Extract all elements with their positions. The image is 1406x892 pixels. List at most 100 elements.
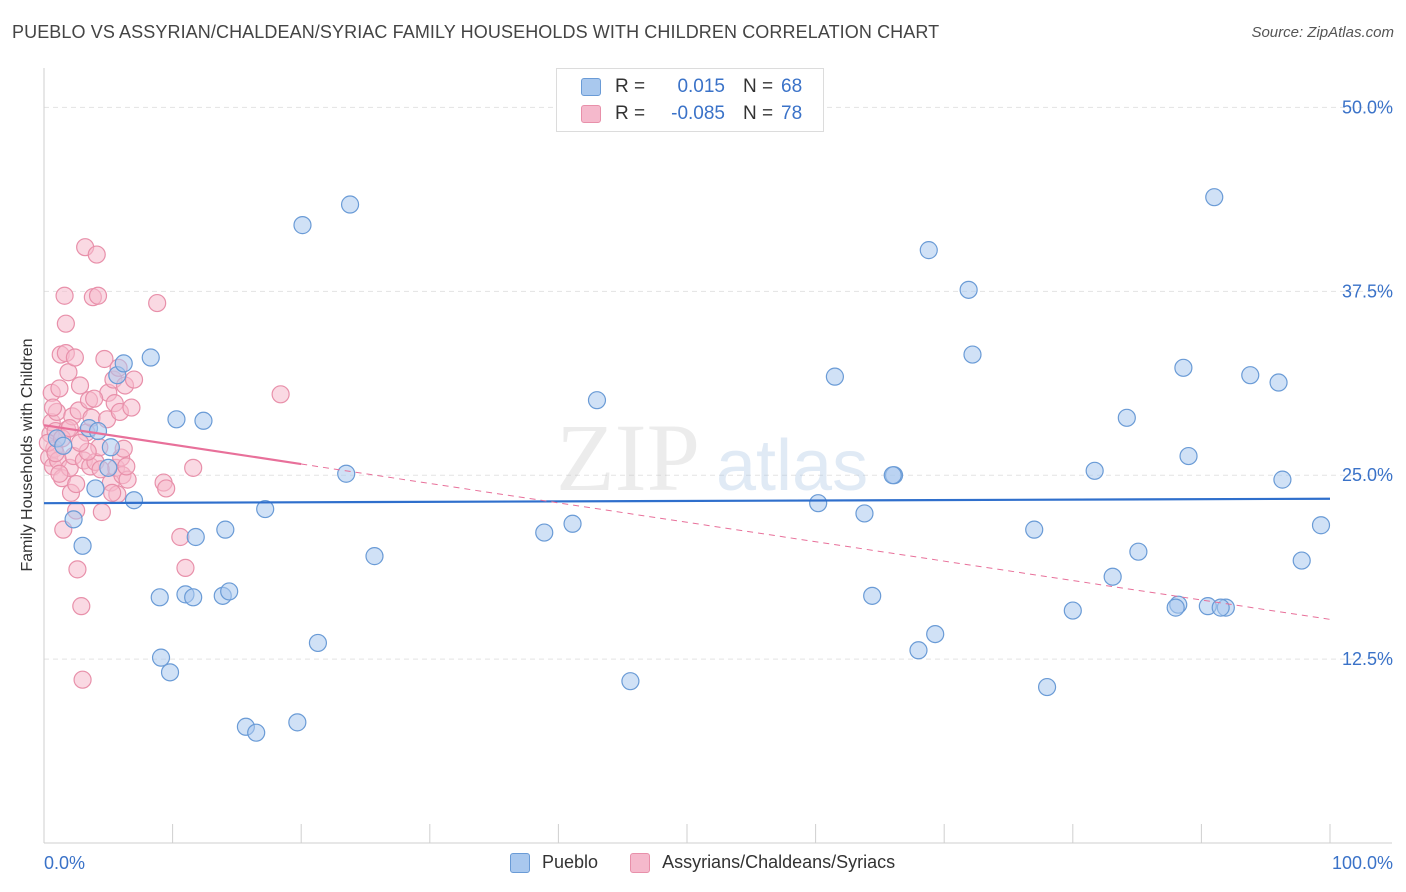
series-legend: Pueblo Assyrians/Chaldeans/Syriacs [510, 852, 927, 873]
assyrian-point [72, 597, 91, 616]
series-legend-pueblo: Pueblo [510, 852, 598, 873]
assyrian-point [50, 464, 69, 483]
pueblo-point [86, 479, 105, 498]
pueblo-point [167, 410, 186, 429]
legend-row-pueblo: R = 0.015 N = 68 [557, 74, 802, 100]
pueblo-point [1085, 461, 1104, 480]
pueblo-point [124, 491, 144, 510]
pueblo-point [1269, 373, 1288, 392]
watermark-zip: ZIP [556, 404, 700, 511]
pueblo-point [1117, 408, 1136, 427]
pueblo-point [863, 586, 882, 605]
pueblo-point [54, 436, 73, 455]
assyrian-point [73, 670, 92, 689]
pueblo-point [64, 510, 83, 529]
assyrian-point [50, 379, 69, 398]
pueblo-point [883, 466, 902, 485]
legend-r-label: R = [615, 76, 646, 97]
assyrian-point [117, 457, 136, 476]
assyrian-point [157, 479, 176, 498]
pueblo-point [160, 663, 180, 682]
watermark-atlas: atlas [716, 426, 868, 506]
pueblo-point [1273, 470, 1292, 489]
pueblo-point [194, 411, 213, 430]
pueblo-point [141, 348, 160, 367]
y-tick-label: 12.5% [1342, 649, 1393, 669]
assyrian-point [65, 348, 84, 367]
pueblo-point [1063, 601, 1082, 620]
pueblo-point [1037, 677, 1057, 697]
assyrian-point [124, 370, 144, 389]
pueblo-points [47, 188, 1331, 742]
legend-n-value: 78 [781, 103, 803, 124]
pueblo-point [535, 523, 554, 542]
chart-title: PUEBLO VS ASSYRIAN/CHALDEAN/SYRIAC FAMIL… [12, 22, 940, 42]
pueblo-point [293, 216, 312, 235]
watermark: ZIP atlas [556, 404, 868, 511]
pueblo-point [959, 280, 978, 299]
assyrian-point [43, 398, 63, 417]
assyrian-point [148, 293, 167, 313]
assyrian-point [87, 245, 106, 264]
x-tick-label: 0.0% [44, 853, 85, 873]
assyrian-trend-line [43, 424, 302, 466]
correlation-legend: R = 0.015 N = 68 R = -0.085 N = 78 [556, 68, 824, 132]
pueblo-point [919, 241, 938, 260]
pueblo-point [186, 527, 205, 547]
pueblo-point [88, 421, 108, 441]
assyrian-point [56, 314, 75, 333]
pueblo-point [340, 195, 360, 214]
legend-n-label: N = [743, 103, 774, 124]
pueblo-point [563, 514, 582, 533]
legend-r-value: -0.085 [671, 103, 725, 124]
pueblo-point [99, 458, 118, 477]
pueblo-point [1179, 446, 1198, 466]
pueblo-point [825, 367, 844, 386]
pueblo-point [1205, 188, 1224, 207]
pueblo-point [621, 672, 640, 691]
pueblo-point [1292, 551, 1311, 570]
legend-n-value: 68 [781, 76, 803, 97]
pueblo-point [151, 648, 171, 667]
pueblo-point [1311, 516, 1331, 535]
pueblo-point [1174, 358, 1193, 377]
legend-r-label: R = [615, 103, 646, 124]
legend-n-label: N = [743, 76, 774, 97]
pueblo-point [1211, 598, 1230, 617]
assyrian-point [85, 389, 104, 408]
pueblo-point [1166, 598, 1185, 617]
pueblo-point [809, 494, 828, 513]
pueblo-point [73, 536, 92, 555]
pueblo-point [926, 624, 945, 644]
pueblo-point [184, 588, 203, 607]
assyrian-trend-extension [301, 463, 1331, 620]
pueblo-point [220, 582, 239, 601]
tick-labels: 12.5% 25.0% 37.5% 50.0% 0.0% 100.0% [44, 97, 1393, 873]
pueblo-point [587, 391, 607, 410]
assyrian-point [70, 376, 90, 395]
series-swatch-pueblo [510, 852, 530, 873]
legend-row-assyrian: R = -0.085 N = 78 [557, 101, 802, 127]
series-label-pueblo: Pueblo [542, 852, 599, 872]
series-swatch-assyrian [630, 852, 651, 873]
assyrian-point [88, 286, 108, 305]
y-tick-label: 50.0% [1342, 97, 1393, 117]
pueblo-point [909, 641, 928, 660]
pueblo-point [963, 345, 982, 364]
pueblo-point [150, 588, 169, 607]
assyrian-point [67, 474, 86, 494]
assyrian-point [184, 458, 203, 477]
pueblo-point [308, 633, 328, 653]
assyrian-point [176, 558, 195, 577]
pueblo-point [855, 504, 874, 523]
pueblo-point [1025, 520, 1044, 539]
assyrian-point [70, 433, 90, 452]
assyrian-point [68, 560, 87, 579]
assyrian-point [271, 385, 290, 404]
pueblo-point [114, 354, 133, 373]
pueblo-point [288, 713, 307, 732]
y-tick-label: 25.0% [1342, 465, 1393, 485]
assyrian-point [55, 286, 74, 305]
series-legend-assyrian: Assyrians/Chaldeans/Syriacs [630, 852, 895, 873]
